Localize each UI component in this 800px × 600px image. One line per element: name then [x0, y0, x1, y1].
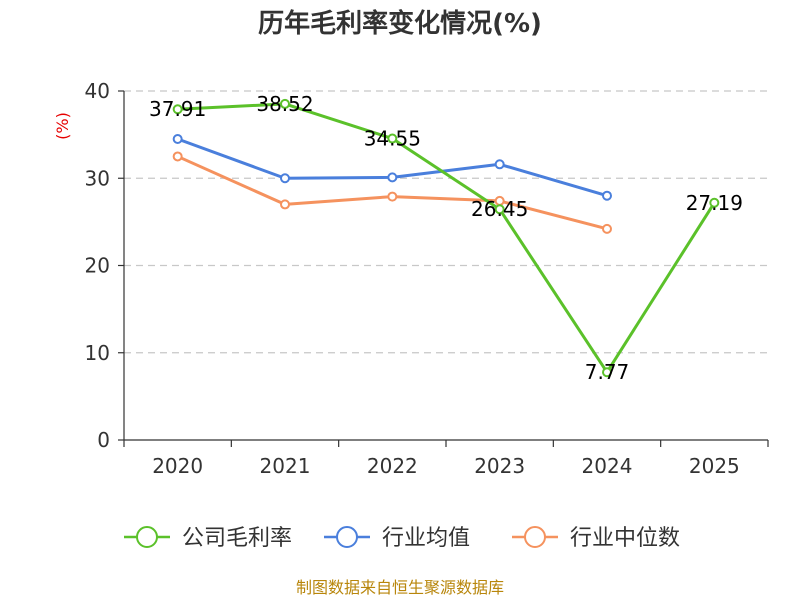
series-point-2 — [602, 223, 612, 234]
series-line-0 — [177, 102, 716, 374]
data-label: 37.91 — [149, 97, 206, 121]
series-point-1 — [602, 190, 612, 201]
data-label: 27.19 — [686, 191, 743, 215]
grid — [124, 90, 768, 354]
y-tick-label: 20 — [85, 254, 110, 278]
y-tick-label: 0 — [97, 428, 110, 452]
data-label: 34.55 — [364, 127, 421, 151]
series-point-2 — [280, 199, 290, 210]
series-layer — [172, 98, 720, 378]
y-tick-label: 30 — [85, 166, 110, 190]
x-tick-label: 2022 — [367, 454, 418, 478]
series-point-1 — [172, 133, 183, 144]
series-point-0 — [709, 197, 720, 208]
legend: 公司毛利率 行业均值 行业中位数 — [124, 526, 680, 551]
y-tick-label: 10 — [85, 341, 110, 365]
series-point-0 — [280, 98, 290, 109]
legend-swatch-marker — [336, 526, 358, 548]
series-point-0 — [494, 204, 505, 215]
data-labels: 37.91 38.52 34.55 26.45 7.77 27.19 — [149, 92, 743, 384]
series-point-0 — [172, 104, 183, 115]
x-tick-label: 2024 — [582, 454, 633, 478]
axes: 0 10 20 30 40 2020 2021 2022 2023 2024 2025 — [85, 79, 769, 478]
data-label: 7.77 — [585, 360, 630, 384]
x-tick-label: 2025 — [689, 454, 740, 478]
x-tick-label: 2020 — [152, 454, 203, 478]
y-tick-label: 40 — [85, 79, 110, 103]
series-point-1 — [494, 159, 505, 170]
data-label: 26.45 — [471, 197, 528, 221]
legend-swatch-marker — [524, 526, 546, 548]
source-note: 制图数据来自恒生聚源数据库 — [296, 578, 504, 597]
legend-label: 公司毛利率 — [182, 526, 292, 551]
x-tick-label: 2023 — [474, 454, 525, 478]
series-point-2 — [387, 191, 398, 202]
legend-label: 行业均值 — [382, 526, 470, 551]
chart-title: 历年毛利率变化情况(%) — [258, 8, 542, 39]
legend-label: 行业中位数 — [570, 526, 680, 551]
series-point-2 — [172, 151, 183, 162]
series-point-1 — [387, 172, 398, 183]
series-point-0 — [387, 133, 398, 144]
series-point-0 — [602, 367, 612, 378]
y-axis-unit: (%) — [53, 112, 72, 140]
x-tick-label: 2021 — [260, 454, 311, 478]
data-label: 38.52 — [256, 92, 313, 116]
legend-swatch-marker — [136, 526, 158, 548]
series-point-1 — [280, 173, 290, 184]
